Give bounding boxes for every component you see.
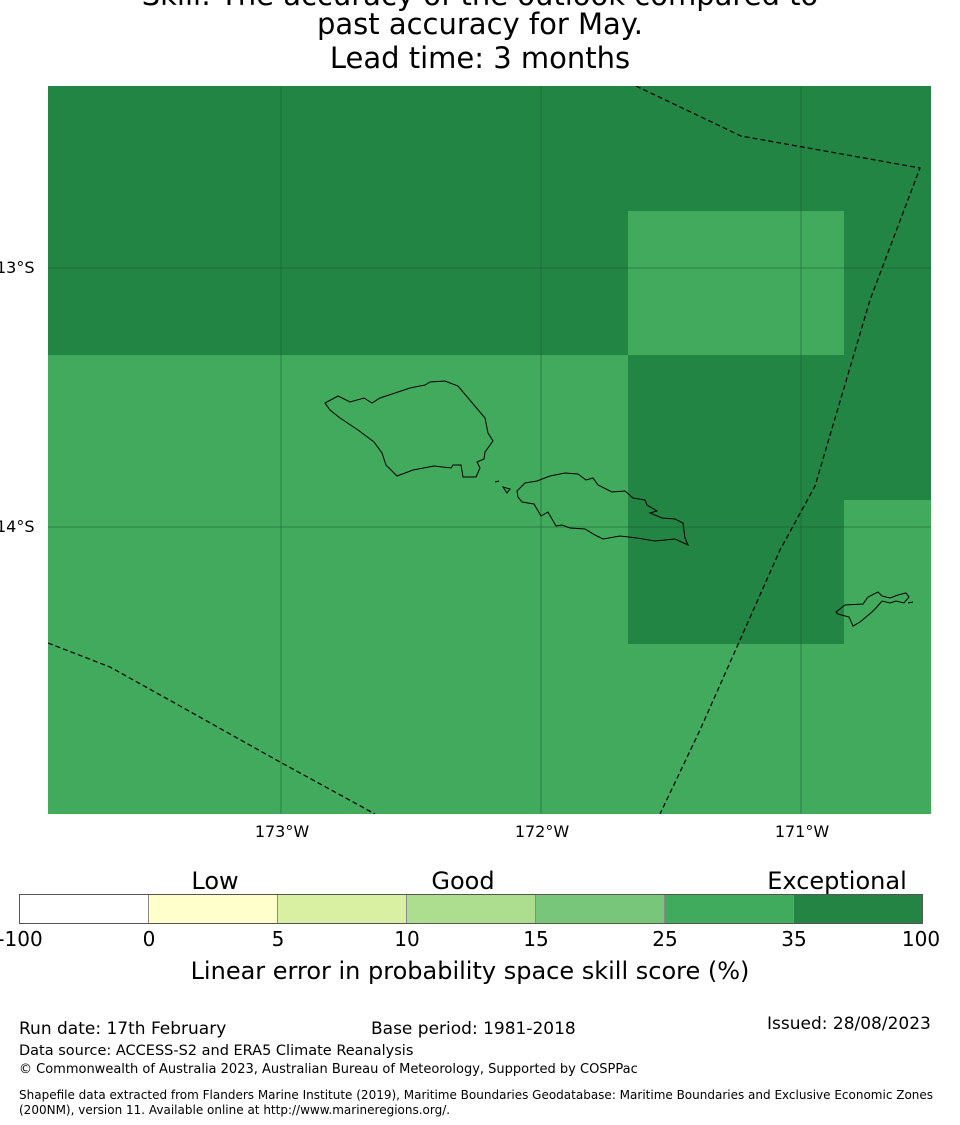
skill-map xyxy=(48,86,931,814)
skill-cell xyxy=(628,500,844,644)
graticule xyxy=(48,86,931,814)
island-upolu xyxy=(516,472,689,546)
island-tutuila xyxy=(835,591,910,627)
base-period: Base period: 1981-2018 xyxy=(371,1019,576,1039)
legend-category-good: Good xyxy=(431,867,495,895)
copyright: © Commonwealth of Australia 2023, Austra… xyxy=(19,1062,638,1077)
colorbar-tick: 0 xyxy=(142,927,156,951)
colorbar-swatch xyxy=(20,895,149,923)
colorbar-tick: 15 xyxy=(523,927,549,951)
colorbar-swatch xyxy=(794,895,922,923)
legend-category-low: Low xyxy=(191,867,239,895)
shapefile-credit-line-1: Shapefile data extracted from Flanders M… xyxy=(19,1088,934,1102)
colorbar-tick: 5 xyxy=(271,927,285,951)
island-manono xyxy=(494,480,500,483)
island-aunuu xyxy=(907,601,914,604)
lon-label-172w: 172°W xyxy=(514,822,570,841)
colorbar-tick: 35 xyxy=(781,927,807,951)
title-line-1: Skill: The accuracy of the outlook compa… xyxy=(0,0,960,12)
lat-label-13s: 13°S xyxy=(0,258,35,277)
skill-cell xyxy=(628,211,844,355)
data-source: Data source: ACCESS-S2 and ERA5 Climate … xyxy=(19,1043,414,1059)
colorbar-frame xyxy=(19,894,923,924)
colorbar-tick: 25 xyxy=(652,927,678,951)
colorbar-swatch xyxy=(536,895,665,923)
lon-label-171w: 171°W xyxy=(774,822,830,841)
issued-date: Issued: 28/08/2023 xyxy=(767,1014,931,1034)
lon-label-173w: 173°W xyxy=(254,822,310,841)
lat-label-14s: 14°S xyxy=(0,517,35,536)
title-line-2: past accuracy for May. xyxy=(316,7,644,41)
colorbar-label: Linear error in probability space skill … xyxy=(190,957,750,985)
island-savaii xyxy=(324,380,494,478)
legend-category-exceptional: Exceptional xyxy=(767,867,907,895)
skill-cell xyxy=(628,355,931,500)
colorbar-swatch xyxy=(665,895,794,923)
colorbar-swatch xyxy=(149,895,278,923)
shapefile-credit-line-2: (200NM), version 11. Available online at… xyxy=(19,1103,451,1117)
colorbar-tick: -100 xyxy=(0,927,43,951)
title-line-3: Lead time: 3 months xyxy=(329,41,631,75)
island-apolima xyxy=(501,486,511,494)
colorbar-tick: 100 xyxy=(901,927,941,951)
colorbar-tick: 10 xyxy=(394,927,420,951)
maritime-boundaries xyxy=(48,86,921,814)
colorbar-swatch xyxy=(407,895,536,923)
colorbar-swatch xyxy=(278,895,407,923)
run-date: Run date: 17th February xyxy=(19,1019,227,1039)
